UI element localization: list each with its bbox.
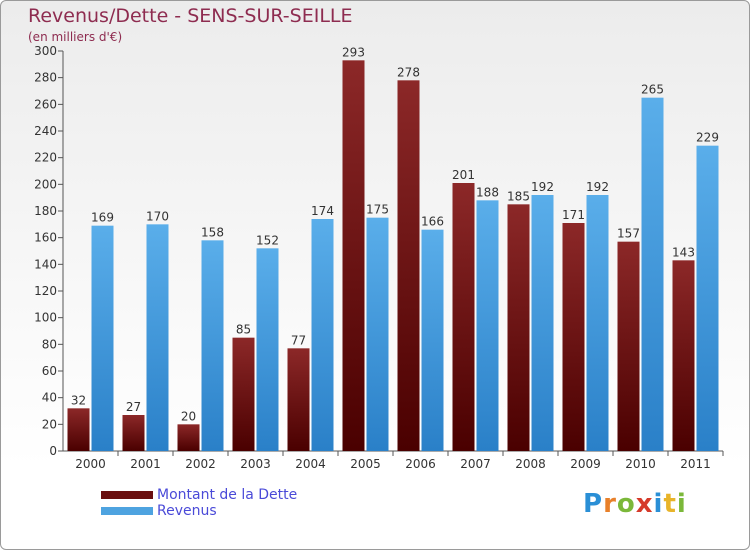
x-tick-label: 2002: [185, 457, 216, 471]
data-label-dette: 85: [236, 323, 251, 337]
y-tick-label: 40: [42, 391, 57, 405]
logo-letter: P: [583, 489, 604, 519]
logo-letter: x: [635, 489, 654, 519]
x-tick-label: 2000: [75, 457, 106, 471]
bar-dette: [122, 415, 145, 451]
bar-revenus: [366, 217, 389, 451]
data-label-dette: 201: [452, 168, 475, 182]
bar-dette: [507, 204, 530, 451]
bar-revenus: [421, 229, 444, 451]
logo-letter: t: [663, 489, 677, 519]
bar-revenus: [146, 224, 169, 451]
data-label-revenus: 192: [531, 180, 554, 194]
bar-revenus: [311, 219, 334, 451]
data-label-dette: 27: [126, 400, 141, 414]
y-tick-label: 220: [34, 151, 57, 165]
data-label-revenus: 152: [256, 233, 279, 247]
data-label-revenus: 192: [586, 180, 609, 194]
x-tick-label: 2004: [295, 457, 326, 471]
bar-dette: [672, 260, 695, 451]
bar-dette: [562, 223, 585, 451]
bar-revenus: [476, 200, 499, 451]
data-label-dette: 143: [672, 245, 695, 259]
y-tick-label: 300: [34, 44, 57, 58]
bar-revenus: [586, 195, 609, 451]
y-tick-label: 80: [42, 337, 57, 351]
axes: 0204060801001201401601802002202402602803…: [34, 44, 724, 471]
data-label-revenus: 188: [476, 185, 499, 199]
data-label-dette: 77: [291, 333, 306, 347]
logo-letter: o: [616, 489, 636, 519]
y-tick-label: 140: [34, 257, 57, 271]
y-tick-label: 200: [34, 177, 57, 191]
data-label-revenus: 158: [201, 225, 224, 239]
bar-dette: [452, 183, 475, 451]
logo-letter: i: [676, 489, 687, 519]
legend-swatch-revenus: [101, 507, 153, 515]
data-label-revenus: 169: [91, 211, 114, 225]
bar-dette: [617, 241, 640, 451]
y-tick-label: 240: [34, 124, 57, 138]
y-tick-label: 180: [34, 204, 57, 218]
data-label-revenus: 174: [311, 204, 334, 218]
data-label-revenus: 175: [366, 203, 389, 217]
bar-revenus: [696, 145, 719, 451]
y-tick-label: 60: [42, 364, 57, 378]
y-tick-label: 120: [34, 284, 57, 298]
chart-subtitle: (en milliers d'€): [28, 30, 123, 44]
data-label-dette: 171: [562, 208, 585, 222]
x-tick-label: 2003: [240, 457, 271, 471]
data-label-revenus: 229: [696, 131, 719, 145]
bar-revenus: [91, 225, 114, 451]
data-label-dette: 278: [397, 65, 420, 79]
bar-revenus: [201, 240, 224, 451]
proxiti-logo: Proxiti: [583, 489, 687, 519]
x-tick-label: 2010: [625, 457, 656, 471]
data-label-revenus: 265: [641, 83, 664, 97]
data-label-dette: 32: [71, 393, 86, 407]
y-tick-label: 280: [34, 71, 57, 85]
y-tick-label: 20: [42, 417, 57, 431]
bar-dette: [287, 348, 310, 451]
data-label-dette: 185: [507, 189, 530, 203]
chart-title: Revenus/Dette - SENS-SUR-SEILLE: [28, 5, 353, 27]
data-label-revenus: 170: [146, 209, 169, 223]
bar-revenus: [256, 248, 279, 451]
x-tick-label: 2006: [405, 457, 436, 471]
bar-dette: [177, 424, 200, 451]
bar-revenus: [531, 195, 554, 451]
bar-dette: [397, 80, 420, 451]
x-tick-label: 2005: [350, 457, 381, 471]
bar-revenus: [641, 97, 664, 452]
x-tick-label: 2001: [130, 457, 161, 471]
y-tick-label: 0: [49, 444, 57, 458]
y-tick-label: 160: [34, 231, 57, 245]
data-label-dette: 157: [617, 227, 640, 241]
data-label-revenus: 166: [421, 215, 444, 229]
y-tick-label: 260: [34, 97, 57, 111]
labels: 32 169 27 170 20 158 85 152 77 174 293 175 278 166 201…: [71, 45, 719, 423]
data-label-dette: 20: [181, 409, 196, 423]
bar-dette: [67, 408, 90, 451]
logo-letter: i: [653, 489, 664, 519]
x-tick-label: 2008: [515, 457, 546, 471]
x-tick-label: 2009: [570, 457, 601, 471]
bar-dette: [342, 60, 365, 451]
legend-swatch-debt: [101, 491, 153, 499]
logo-letter: r: [603, 489, 617, 519]
data-label-dette: 293: [342, 45, 365, 59]
legend-label-revenus: Revenus: [157, 503, 217, 519]
bar-dette: [232, 337, 255, 451]
y-tick-label: 100: [34, 311, 57, 325]
legend-label-debt: Montant de la Dette: [157, 487, 298, 503]
bars: [67, 60, 719, 452]
x-tick-label: 2007: [460, 457, 491, 471]
x-tick-label: 2011: [680, 457, 711, 471]
